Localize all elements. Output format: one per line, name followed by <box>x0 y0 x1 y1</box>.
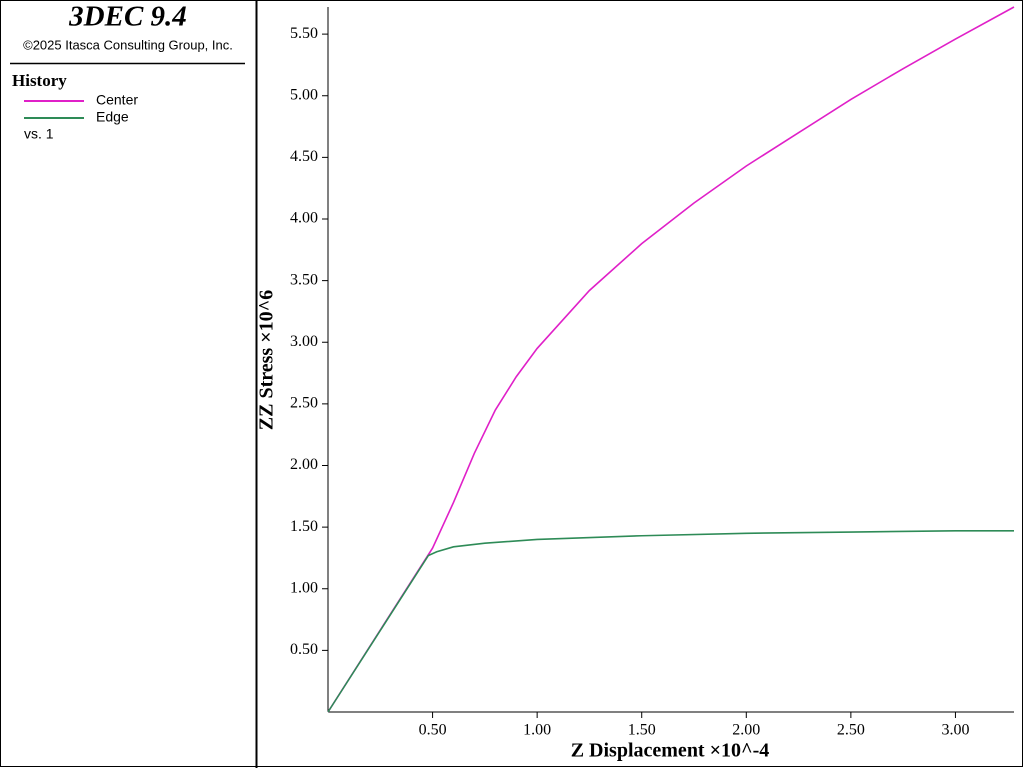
series-line <box>327 6 1015 713</box>
y-tick-label: 2.00 <box>290 456 318 473</box>
series-line <box>327 530 1014 713</box>
legend-label: Edge <box>96 109 129 125</box>
x-tick-label: 2.50 <box>837 722 865 739</box>
y-tick-label: 3.50 <box>290 271 318 288</box>
y-tick-label: 0.50 <box>290 641 318 658</box>
y-tick-label: 3.00 <box>290 333 318 350</box>
x-tick-label: 1.00 <box>523 722 551 739</box>
x-tick-label: 3.00 <box>941 722 969 739</box>
y-tick-label: 5.50 <box>290 25 318 42</box>
y-tick-label: 1.50 <box>290 518 318 535</box>
y-tick-label: 4.00 <box>290 210 318 227</box>
copyright: ©2025 Itasca Consulting Group, Inc. <box>23 37 233 52</box>
x-tick-label: 1.50 <box>628 722 656 739</box>
y-tick-label: 5.00 <box>290 86 318 103</box>
legend-title: History <box>12 71 67 90</box>
x-axis-label: Z Displacement ×10^-4 <box>571 740 770 762</box>
vs-label: vs. 1 <box>24 126 54 142</box>
y-tick-label: 4.50 <box>290 148 318 165</box>
x-tick-label: 0.50 <box>419 722 447 739</box>
y-tick-label: 1.00 <box>290 579 318 596</box>
y-tick-label: 2.50 <box>290 395 318 412</box>
y-axis-label: ZZ Stress ×10^6 <box>256 290 278 430</box>
legend-label: Center <box>96 92 138 108</box>
app-title: 3DEC 9.4 <box>68 1 187 33</box>
x-tick-label: 2.00 <box>732 722 760 739</box>
